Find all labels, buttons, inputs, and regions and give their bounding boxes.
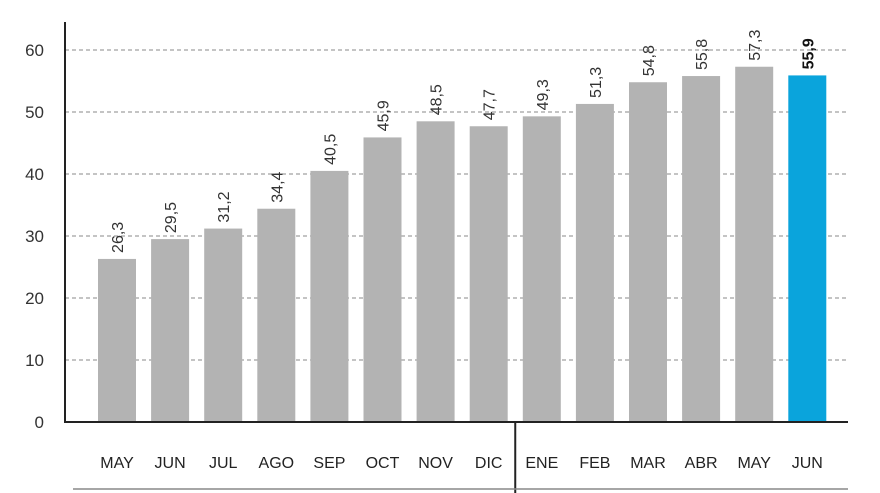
x-tick-label: JUN bbox=[155, 455, 186, 472]
y-tick-label: 20 bbox=[25, 289, 44, 308]
y-tick-label: 50 bbox=[25, 103, 44, 122]
x-tick-label: SEP bbox=[313, 455, 345, 472]
bar bbox=[629, 82, 667, 423]
data-label: 49,3 bbox=[535, 79, 552, 110]
bar bbox=[151, 239, 190, 422]
bar bbox=[257, 208, 296, 422]
x-tick-label: MAY bbox=[737, 455, 771, 472]
bars bbox=[98, 66, 827, 423]
data-label: 57,3 bbox=[747, 29, 764, 60]
bar bbox=[310, 170, 349, 422]
data-label: 47,7 bbox=[482, 89, 499, 120]
y-tick-label: 30 bbox=[25, 227, 44, 246]
bar bbox=[363, 137, 402, 423]
y-tick-label: 10 bbox=[25, 351, 44, 370]
x-tick-label: JUL bbox=[209, 455, 238, 472]
bar bbox=[416, 121, 455, 423]
y-tick-label: 60 bbox=[25, 41, 44, 60]
x-tick-label: OCT bbox=[366, 455, 400, 472]
bar bbox=[98, 258, 136, 422]
data-label: 26,3 bbox=[110, 222, 127, 253]
bar bbox=[469, 126, 508, 422]
y-tick-label: 0 bbox=[35, 413, 44, 432]
bar bbox=[575, 103, 614, 422]
data-label: 34,4 bbox=[269, 171, 286, 202]
x-tick-label: AGO bbox=[259, 455, 295, 472]
x-tick-label: MAY bbox=[100, 455, 134, 472]
bar bbox=[735, 66, 774, 423]
bar bbox=[522, 116, 561, 422]
data-label: 54,8 bbox=[641, 45, 658, 76]
y-tick-label: 40 bbox=[25, 165, 44, 184]
bar bbox=[682, 76, 721, 422]
bar bbox=[204, 228, 243, 422]
x-tick-label: NOV bbox=[418, 455, 453, 472]
labels: 0 10 20 30 40 50 60 26,3 MAY 29,5 JUN 31,2 JUL 34,4 AG… bbox=[25, 29, 823, 472]
x-tick-label: DIC bbox=[475, 455, 503, 472]
data-label: 45,9 bbox=[376, 100, 393, 131]
axes bbox=[64, 22, 848, 493]
data-label: 40,5 bbox=[322, 134, 339, 165]
x-tick-label: MAR bbox=[630, 455, 666, 472]
data-label: 55,8 bbox=[694, 39, 711, 70]
data-label: 55,9 bbox=[800, 38, 817, 69]
data-label: 48,5 bbox=[429, 84, 446, 115]
data-label: 51,3 bbox=[588, 67, 605, 98]
data-label: 29,5 bbox=[163, 202, 180, 233]
data-label: 31,2 bbox=[216, 191, 233, 222]
x-tick-label: ABR bbox=[685, 455, 718, 472]
bar-highlight bbox=[788, 75, 827, 423]
x-tick-label: JUN bbox=[792, 455, 823, 472]
x-tick-label: ENE bbox=[525, 455, 558, 472]
x-tick-label: FEB bbox=[579, 455, 610, 472]
